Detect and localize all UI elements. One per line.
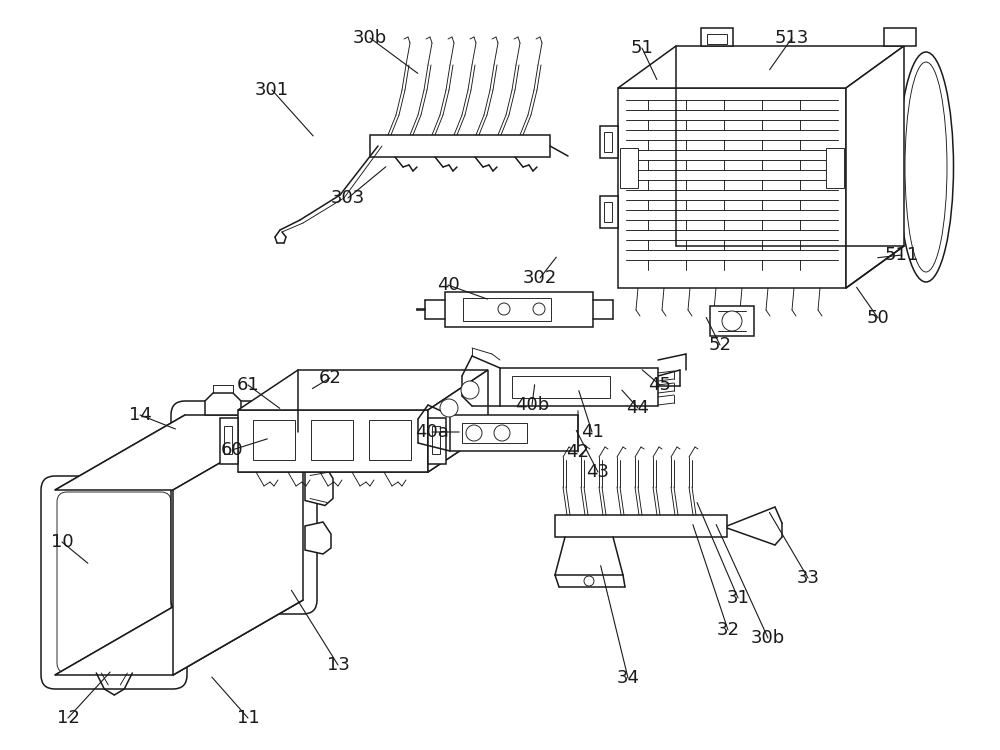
Polygon shape <box>220 418 238 464</box>
Text: 60: 60 <box>221 441 243 459</box>
Bar <box>600 126 618 158</box>
Polygon shape <box>173 415 303 675</box>
Text: 13: 13 <box>327 656 349 674</box>
Bar <box>826 148 844 188</box>
Text: 31: 31 <box>727 589 749 607</box>
Polygon shape <box>55 600 303 675</box>
Polygon shape <box>370 135 550 157</box>
Bar <box>620 148 638 188</box>
Polygon shape <box>205 393 241 415</box>
Circle shape <box>722 311 742 331</box>
Ellipse shape <box>898 52 954 282</box>
FancyBboxPatch shape <box>171 401 317 614</box>
Text: 10: 10 <box>51 533 73 551</box>
Text: 32: 32 <box>716 621 740 639</box>
Circle shape <box>461 381 479 399</box>
Text: 52: 52 <box>708 336 732 354</box>
Text: 11: 11 <box>237 709 259 727</box>
Text: 44: 44 <box>626 399 650 417</box>
Polygon shape <box>238 370 488 410</box>
Bar <box>445 292 593 327</box>
Text: 34: 34 <box>616 669 640 687</box>
FancyBboxPatch shape <box>57 492 171 673</box>
Text: 14: 14 <box>129 406 151 424</box>
Polygon shape <box>428 418 446 464</box>
Text: 302: 302 <box>523 269 557 287</box>
Bar <box>604 202 612 222</box>
Text: 50: 50 <box>867 309 889 327</box>
Text: 301: 301 <box>255 81 289 99</box>
Text: 41: 41 <box>581 423 603 441</box>
Polygon shape <box>238 410 428 472</box>
Polygon shape <box>305 522 331 554</box>
Polygon shape <box>55 415 303 490</box>
Text: 303: 303 <box>331 189 365 207</box>
Bar <box>555 515 727 537</box>
Bar <box>707 34 727 44</box>
Bar <box>512 376 610 398</box>
Text: 42: 42 <box>566 443 590 461</box>
Circle shape <box>584 576 594 586</box>
Circle shape <box>494 425 510 441</box>
Bar <box>369 420 411 460</box>
Bar <box>311 420 353 460</box>
Text: 40a: 40a <box>415 423 449 441</box>
Polygon shape <box>618 88 846 288</box>
Polygon shape <box>305 466 333 506</box>
FancyBboxPatch shape <box>41 476 187 689</box>
Polygon shape <box>428 370 488 472</box>
Bar <box>224 426 232 454</box>
Circle shape <box>533 303 545 315</box>
Circle shape <box>498 303 510 315</box>
Bar <box>884 28 916 46</box>
FancyBboxPatch shape <box>187 417 301 598</box>
Text: 30b: 30b <box>353 29 387 47</box>
Polygon shape <box>618 46 904 88</box>
Bar <box>604 132 612 152</box>
Text: 40b: 40b <box>515 396 549 414</box>
Text: 45: 45 <box>648 376 672 394</box>
Bar <box>463 298 551 321</box>
Circle shape <box>466 425 482 441</box>
Text: 30b: 30b <box>751 629 785 647</box>
Text: 513: 513 <box>775 29 809 47</box>
Text: 51: 51 <box>631 39 653 57</box>
Bar <box>253 420 295 460</box>
Bar <box>450 415 578 451</box>
Text: 62: 62 <box>319 369 341 387</box>
Bar <box>710 306 754 336</box>
Bar <box>701 28 733 46</box>
Bar <box>500 368 658 406</box>
Text: 33: 33 <box>796 569 820 587</box>
Text: 511: 511 <box>885 246 919 264</box>
Polygon shape <box>238 432 488 472</box>
Bar <box>600 196 618 228</box>
Text: 43: 43 <box>586 463 610 481</box>
Circle shape <box>440 399 458 417</box>
Bar <box>432 426 440 454</box>
Text: 12: 12 <box>57 709 79 727</box>
Text: 61: 61 <box>237 376 259 394</box>
Polygon shape <box>846 46 904 288</box>
Text: 40: 40 <box>437 276 459 294</box>
Bar <box>462 423 527 443</box>
